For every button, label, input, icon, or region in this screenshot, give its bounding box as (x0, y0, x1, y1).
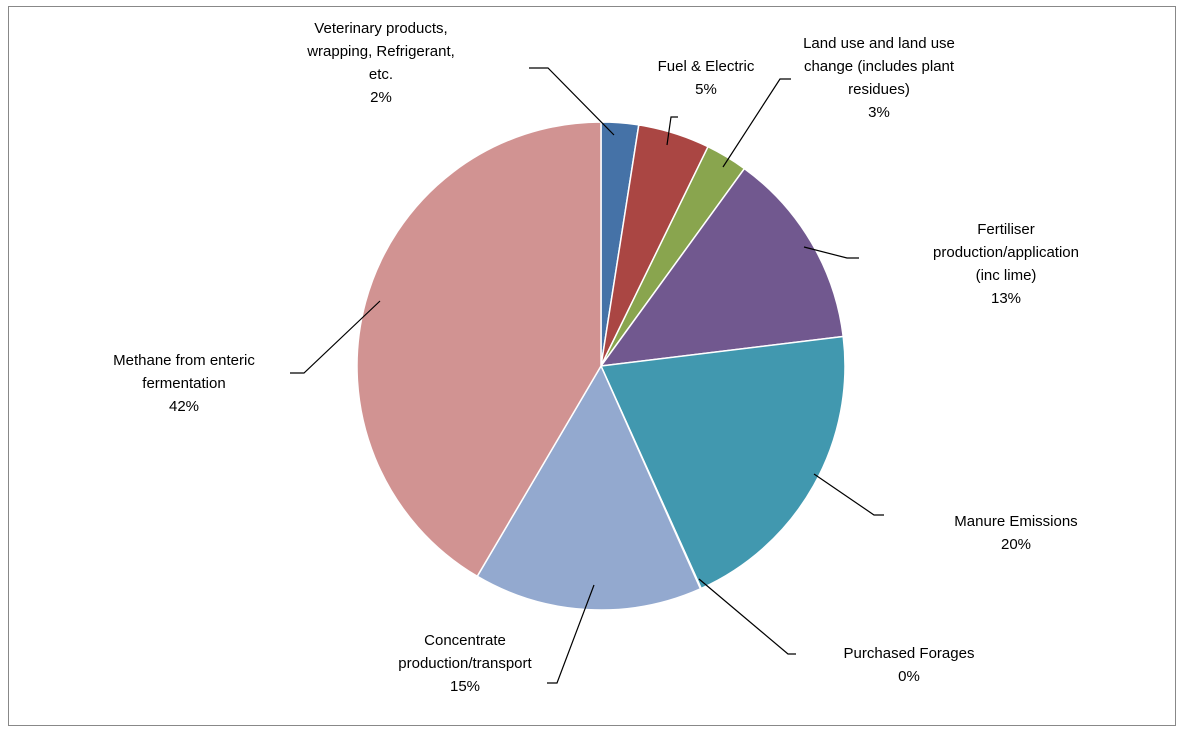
slice-label-4: Manure Emissions 20% (954, 513, 1077, 553)
leader-line-0 (529, 67, 615, 136)
slice-label-line-5-0: Purchased Forages (844, 645, 975, 662)
pie-slice-4 (599, 335, 846, 590)
slice-percent-3: 13% (991, 290, 1021, 307)
slice-percent-7: 42% (169, 398, 199, 415)
slice-percent-0: 2% (370, 89, 392, 106)
slice-label-3: Fertiliser production/application (inc lim… (933, 221, 1079, 307)
chart-area: Veterinary products, wrapping, Refrigeran… (8, 6, 1176, 726)
slice-label-line-4-0: Manure Emissions (954, 513, 1077, 530)
pie-slice-3 (599, 167, 845, 367)
slice-label-6: Concentrate production/transport 15% (398, 632, 532, 695)
slice-label-7: Methane from enteric fermentation 42% (113, 352, 255, 415)
leader-line-6 (547, 584, 595, 684)
slice-label-line-2-1: change (includes plant (804, 58, 955, 75)
slice-label-line-0-2: etc. (369, 66, 393, 83)
slice-label-line-7-1: fermentation (142, 375, 225, 392)
slice-label-5: Purchased Forages 0% (844, 645, 975, 685)
slice-label-line-3-2: (inc lime) (976, 267, 1037, 284)
pie-slice-6 (476, 364, 702, 611)
slice-label-line-6-0: Concentrate (424, 632, 506, 649)
leader-line-1 (666, 116, 678, 146)
slice-label-line-3-1: production/application (933, 244, 1079, 261)
slice-label-line-2-0: Land use and land use (803, 35, 955, 52)
slice-label-line-6-1: production/transport (398, 655, 532, 672)
pie-slice-7 (356, 121, 602, 578)
slice-label-line-1-0: Fuel & Electric (658, 58, 755, 75)
slice-label-line-3-0: Fertiliser (977, 221, 1035, 238)
slice-label-line-7-0: Methane from enteric (113, 352, 255, 369)
leader-line-5 (698, 578, 796, 655)
slice-percent-4: 20% (1001, 536, 1031, 553)
slice-percent-1: 5% (695, 81, 717, 98)
leader-line-7 (290, 300, 381, 374)
slice-label-1: Fuel & Electric 5% (658, 58, 755, 98)
slice-percent-6: 15% (450, 678, 480, 695)
leader-line-3 (803, 246, 859, 259)
leader-line-4 (813, 473, 884, 516)
leader-line-2 (722, 78, 791, 168)
pie-chart: Veterinary products, wrapping, Refrigeran… (113, 20, 1079, 695)
slice-percent-5: 0% (898, 668, 920, 685)
slice-label-2: Land use and land use change (includes pl… (803, 35, 955, 121)
slice-percent-2: 3% (868, 104, 890, 121)
slice-label-line-0-1: wrapping, Refrigerant, (306, 43, 455, 60)
slice-label-0: Veterinary products, wrapping, Refrigeran… (306, 20, 455, 106)
slice-label-line-2-2: residues) (848, 81, 910, 98)
slice-label-line-0-0: Veterinary products, (314, 20, 447, 37)
